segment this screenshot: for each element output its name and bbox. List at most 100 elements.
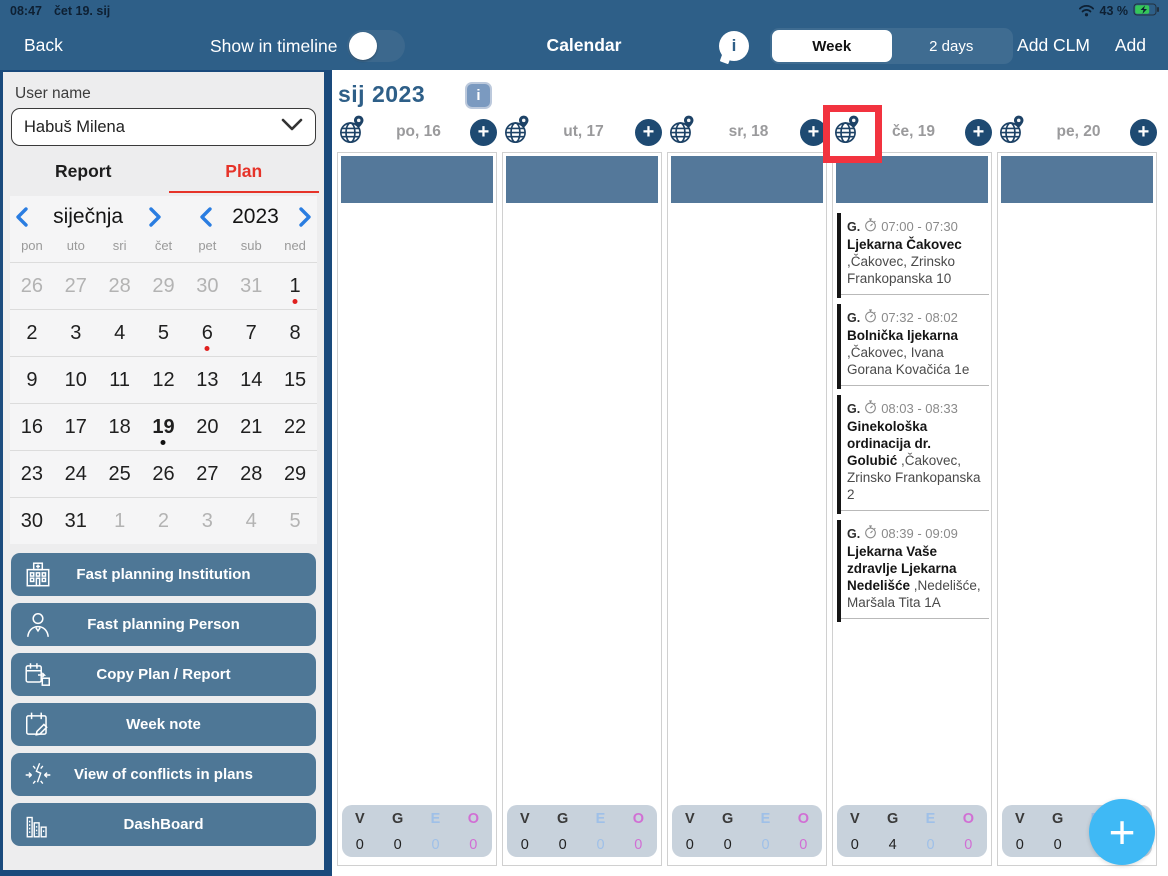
appointment-card[interactable]: G. 07:00 - 07:30 Ljekarna Čakovec ,Čakovec…	[837, 213, 989, 298]
info-badge-glyph: i	[476, 87, 481, 104]
segment-week[interactable]: Week	[772, 30, 892, 62]
calendar-day-cell[interactable]: 10	[54, 357, 98, 403]
calendar-day-cell[interactable]: 9	[10, 357, 54, 403]
calendar-day-cell[interactable]: 24	[54, 451, 98, 497]
floating-add-button[interactable]: +	[1089, 799, 1155, 865]
prev-year-button[interactable]	[194, 205, 217, 229]
appointment-card[interactable]: G. 08:39 - 09:09 Ljekarna Vaše zdravlje Lj…	[837, 520, 989, 622]
copy-plan-report-button[interactable]: Copy Plan / Report	[11, 653, 316, 696]
calendar-day-cell[interactable]: 19	[142, 404, 186, 450]
calendar-day-cell[interactable]: 27	[54, 263, 98, 309]
timeline-toggle[interactable]	[347, 30, 406, 62]
counter-value-V: 0	[520, 837, 529, 853]
add-appointment-button[interactable]: +	[1130, 118, 1157, 146]
prev-month-button[interactable]	[10, 205, 33, 229]
black-event-dot	[160, 440, 166, 445]
add-clm-button[interactable]: Add CLM	[1017, 35, 1090, 55]
globe-icon[interactable]	[337, 114, 366, 150]
calendar-day-cell[interactable]: 3	[185, 498, 229, 544]
calendar-day-cell[interactable]: 4	[229, 498, 273, 544]
info-badge-icon[interactable]: i	[465, 82, 492, 109]
calendar-day-cell[interactable]: 28	[98, 263, 142, 309]
calendar-day-cell[interactable]: 5	[142, 310, 186, 356]
calendar-day-cell[interactable]: 30	[185, 263, 229, 309]
calendar-day-cell[interactable]: 28	[229, 451, 273, 497]
calendar-day-cell[interactable]: 8	[273, 310, 317, 356]
calendar-day-cell[interactable]: 31	[54, 498, 98, 544]
calendar-day-cell[interactable]: 5	[273, 498, 317, 544]
user-select[interactable]: Habuš Milena	[11, 108, 316, 146]
calendar-day-cell[interactable]: 1	[273, 263, 317, 309]
calendar-day-cell[interactable]: 25	[98, 451, 142, 497]
calendar-day-cell[interactable]: 26	[10, 263, 54, 309]
tab-plan[interactable]: Plan	[164, 146, 325, 196]
counter-value-E: 0	[596, 837, 605, 853]
counter-letter-V: V	[1015, 811, 1025, 827]
calendar-day-cell[interactable]: 6	[185, 310, 229, 356]
appointment-card[interactable]: G. 07:32 - 08:02 Bolnička ljekarna ,Čakove…	[837, 304, 989, 389]
calendar-day-cell[interactable]: 3	[54, 310, 98, 356]
counter-letter-O: O	[962, 811, 974, 827]
calendar-day-number: 19	[152, 415, 175, 438]
calendar-day-cell[interactable]: 13	[185, 357, 229, 403]
globe-icon[interactable]	[502, 114, 531, 150]
appointment-card[interactable]: G. 08:03 - 08:33 Ginekološka ordinacija dr…	[837, 395, 989, 514]
tab-report[interactable]: Report	[55, 160, 112, 181]
back-button[interactable]: Back	[24, 35, 63, 55]
sidebar-button-label: Fast planning Person	[87, 616, 240, 633]
add-appointment-button[interactable]: +	[800, 118, 827, 146]
calendar-day-cell[interactable]: 31	[229, 263, 273, 309]
calendar-day-cell[interactable]: 14	[229, 357, 273, 403]
calendar-day-cell[interactable]: 29	[142, 263, 186, 309]
info-bubble-icon[interactable]: i	[719, 31, 749, 61]
calendar-day-cell[interactable]: 11	[98, 357, 142, 403]
calendar-day-cell[interactable]: 7	[229, 310, 273, 356]
calendar-day-cell[interactable]: 17	[54, 404, 98, 450]
calendar-day-number: 26	[20, 274, 44, 297]
calendar-day-cell[interactable]: 16	[10, 404, 54, 450]
show-in-timeline-label: Show in timeline	[210, 35, 338, 56]
calendar-day-cell[interactable]: 4	[98, 310, 142, 356]
calendar-day-cell[interactable]: 30	[10, 498, 54, 544]
dashboard-button[interactable]: DashBoard	[11, 803, 316, 846]
globe-icon[interactable]	[667, 114, 696, 150]
add-appointment-button[interactable]: +	[635, 118, 662, 146]
view-of-conflicts-in-plans-button[interactable]: View of conflicts in plans	[11, 753, 316, 796]
appointments-list	[668, 203, 826, 805]
calendar-day-cell[interactable]: 29	[273, 451, 317, 497]
calendar-day-cell[interactable]: 22	[273, 404, 317, 450]
page-title: Calendar	[546, 35, 622, 55]
calendar-day-cell[interactable]: 23	[10, 451, 54, 497]
segment-2-days[interactable]: 2 days	[929, 37, 974, 55]
next-year-button[interactable]	[294, 205, 317, 229]
calendar-day-cell[interactable]: 2	[142, 498, 186, 544]
calendar-day-cell[interactable]: 2	[10, 310, 54, 356]
calendar-day-cell[interactable]: 18	[98, 404, 142, 450]
week-note-button[interactable]: Week note	[11, 703, 316, 746]
globe-icon[interactable]	[997, 114, 1026, 150]
globe-wrap	[502, 114, 532, 150]
add-appointment-button[interactable]: +	[470, 118, 497, 146]
calendar-day-cell[interactable]: 27	[185, 451, 229, 497]
calendar-day-cell[interactable]: 12	[142, 357, 186, 403]
calendar-day-cell[interactable]: 21	[229, 404, 273, 450]
copy-plan-icon	[23, 660, 53, 690]
calendar-day-cell[interactable]: 26	[142, 451, 186, 497]
add-button[interactable]: Add	[1114, 35, 1146, 55]
calendar-day-number: 28	[240, 462, 263, 485]
day-column-header: sr, 18 +	[667, 112, 827, 152]
fast-planning-person-button[interactable]: Fast planning Person	[11, 603, 316, 646]
calendar-day-cell[interactable]: 15	[273, 357, 317, 403]
next-month-button[interactable]	[143, 205, 166, 229]
navigation-bar: Back Show in timeline Calendar i Week 2 …	[0, 22, 1168, 70]
counter-value-G: 0	[1053, 837, 1062, 853]
globe-icon[interactable]	[832, 114, 861, 150]
calendar-day-cell[interactable]: 1	[98, 498, 142, 544]
day-column--e-19: če, 19 + G. 07:00 - 07:30 Ljekarna Čakovec ,…	[823, 105, 992, 866]
calendar-day-cell[interactable]: 20	[185, 404, 229, 450]
add-appointment-button[interactable]: +	[965, 118, 992, 146]
day-label: pe, 20	[1056, 123, 1101, 140]
fast-planning-institution-button[interactable]: Fast planning Institution	[11, 553, 316, 596]
